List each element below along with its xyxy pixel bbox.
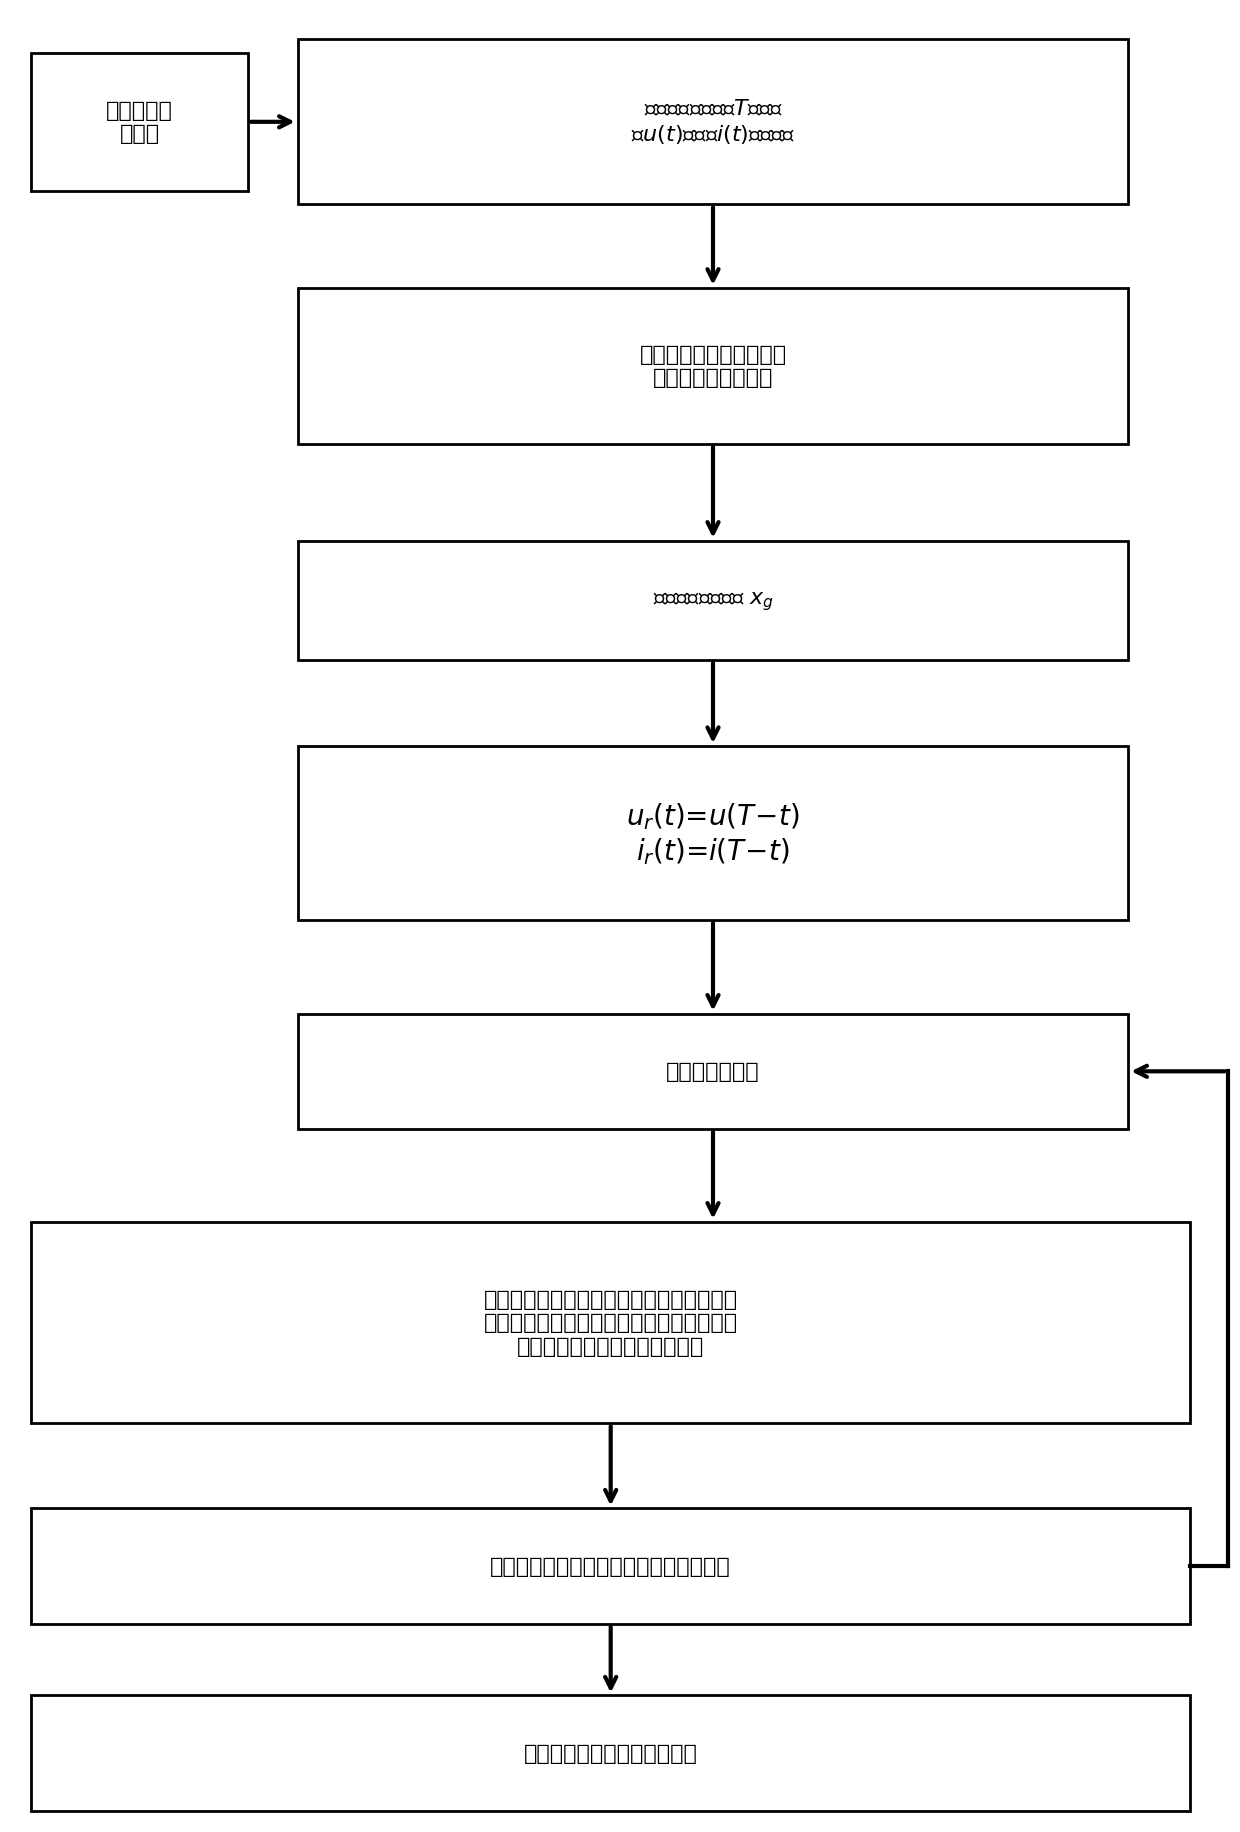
Text: 计算每个猜测位置处的电压或电流范数值: 计算每个猜测位置处的电压或电流范数值 — [490, 1557, 732, 1576]
Text: 根据线路拓补结构和传输
线参数建立仿真模型: 根据线路拓补结构和传输 线参数建立仿真模型 — [640, 344, 786, 388]
Text: 定义猜测故障位置 $x_g$: 定义猜测故障位置 $x_g$ — [652, 590, 774, 612]
Bar — [298, 747, 1128, 920]
Bar — [298, 40, 1128, 205]
Text: 确定相应的
观察点: 确定相应的 观察点 — [107, 101, 172, 145]
Bar — [31, 1510, 1190, 1625]
Bar — [298, 288, 1128, 443]
Text: 猜测故障位置点: 猜测故障位置点 — [666, 1063, 760, 1081]
Text: $u_r(t)$=$u(T\!-\!t)$
$i_r(t)$=$i(T\!-\!t)$: $u_r(t)$=$u(T\!-\!t)$ $i_r(t)$=$i(T\!-\!… — [626, 801, 800, 867]
Bar — [298, 540, 1128, 660]
Bar — [31, 1696, 1190, 1810]
Bar — [31, 1222, 1190, 1423]
Bar — [31, 53, 248, 191]
Bar — [298, 1015, 1128, 1129]
Text: 反演计算：将经过时间反演后的测量信号作
为激励，重新注入回故障线路，计算每个假
想故障位置的电流（电压）响应: 反演计算：将经过时间反演后的测量信号作 为激励，重新注入回故障线路，计算每个假 … — [484, 1290, 738, 1356]
Text: 记录有限持续时间$T$内的电
压$u(t)$或电流$i(t)$暂态信号: 记录有限持续时间$T$内的电 压$u(t)$或电流$i(t)$暂态信号 — [631, 99, 795, 147]
Text: 根据范数判据，估计故障位置: 根据范数判据，估计故障位置 — [523, 1744, 698, 1762]
